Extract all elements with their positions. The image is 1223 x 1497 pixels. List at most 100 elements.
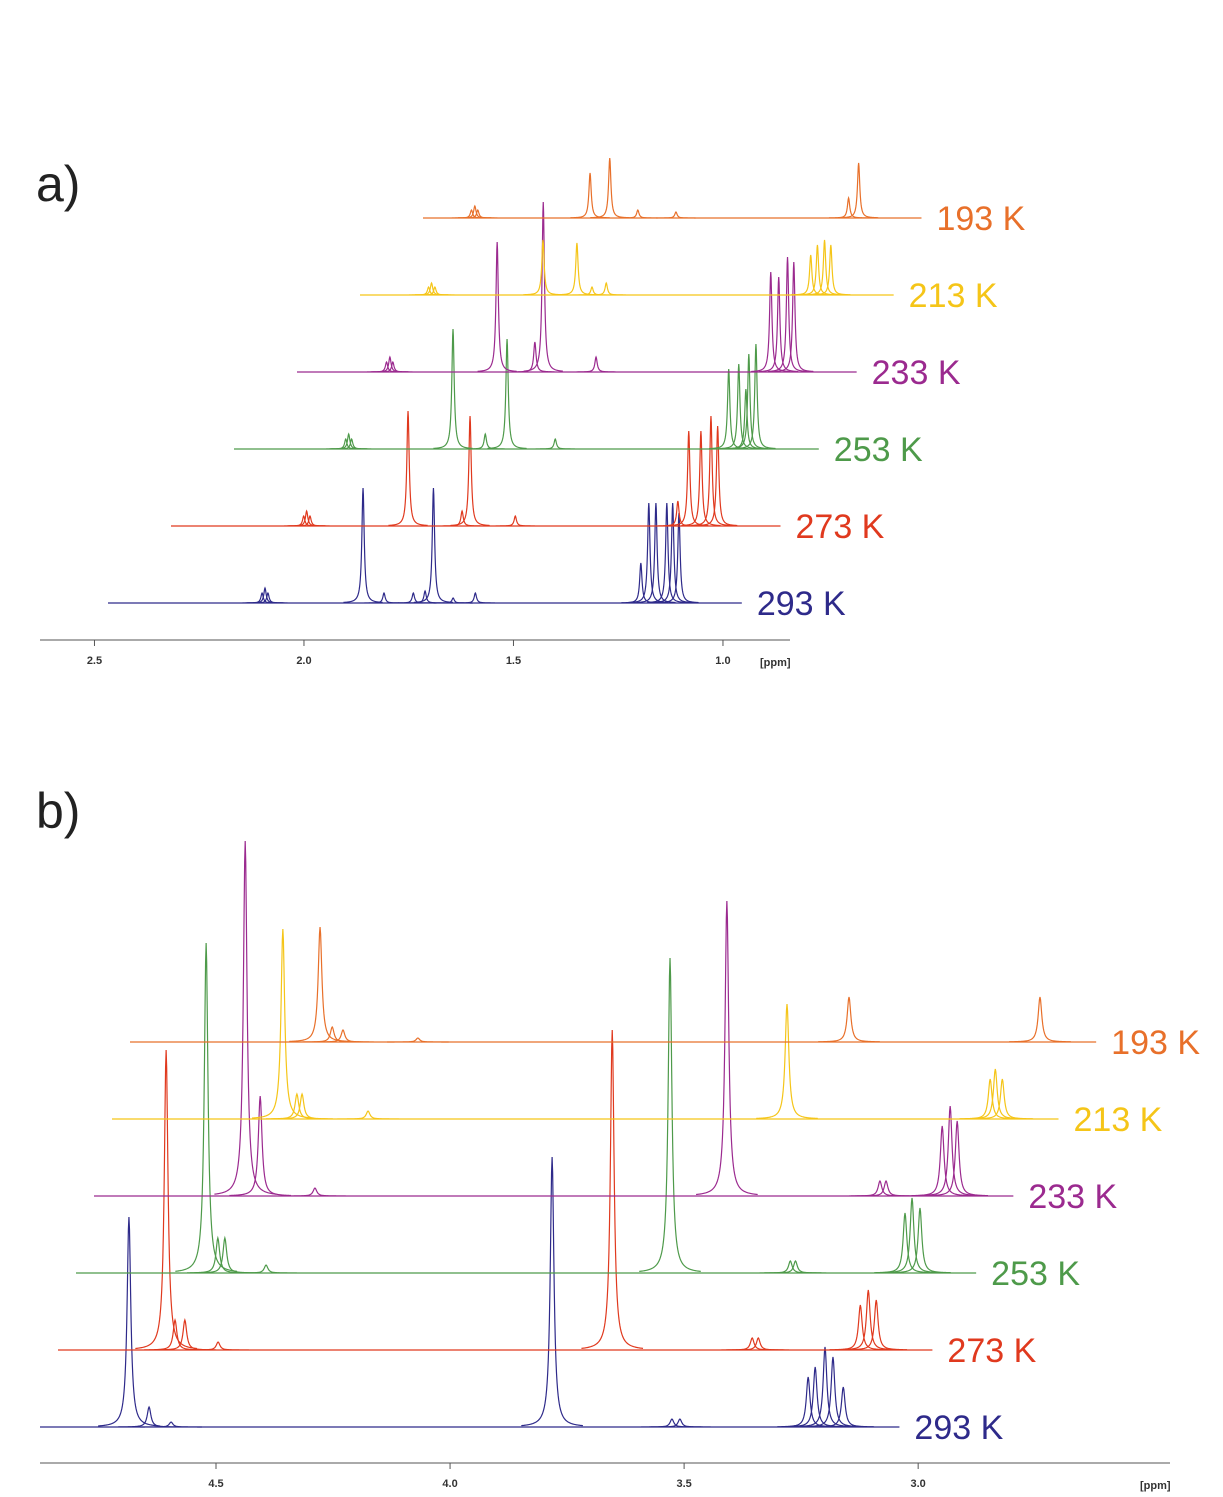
peak bbox=[535, 437, 575, 450]
series-label: 213 K bbox=[909, 277, 998, 315]
peak bbox=[874, 1212, 936, 1274]
peak bbox=[641, 1418, 703, 1428]
peak bbox=[698, 425, 738, 527]
peak bbox=[971, 1078, 1034, 1120]
peak bbox=[557, 242, 597, 296]
peak bbox=[465, 432, 505, 450]
x-axis-label: [ppm] bbox=[760, 657, 791, 669]
peak bbox=[393, 591, 433, 604]
peak bbox=[811, 244, 851, 296]
series-label: 233 K bbox=[872, 354, 961, 392]
peak bbox=[144, 1317, 206, 1351]
peak bbox=[408, 285, 449, 296]
peak bbox=[911, 1125, 974, 1197]
peak bbox=[727, 1337, 790, 1351]
peak bbox=[855, 1179, 917, 1197]
peak bbox=[649, 1418, 711, 1428]
peak bbox=[373, 360, 413, 373]
peak bbox=[881, 1197, 943, 1274]
panel-label: a) bbox=[36, 156, 80, 212]
x-tick-label: 3.5 bbox=[676, 1478, 691, 1490]
peak bbox=[845, 1299, 908, 1351]
peak bbox=[926, 1120, 988, 1197]
peak bbox=[656, 211, 696, 219]
peak bbox=[774, 261, 814, 373]
x-tick-label: 2.5 bbox=[87, 655, 102, 667]
peak bbox=[828, 195, 869, 219]
peak bbox=[639, 957, 701, 1272]
peak bbox=[818, 996, 880, 1043]
peak bbox=[784, 1366, 847, 1428]
peak bbox=[337, 1110, 399, 1120]
peak bbox=[284, 1187, 346, 1197]
peak bbox=[812, 1386, 875, 1428]
series-label: 213 K bbox=[1074, 1101, 1163, 1139]
peak bbox=[98, 1216, 160, 1427]
x-tick-label: 1.5 bbox=[506, 655, 521, 667]
peak bbox=[837, 1289, 900, 1351]
peak bbox=[618, 208, 658, 219]
peak bbox=[450, 415, 490, 527]
peak bbox=[415, 285, 455, 296]
peak bbox=[767, 256, 808, 373]
peak bbox=[312, 1029, 374, 1043]
series-label: 273 K bbox=[796, 508, 885, 546]
series-label: 293 K bbox=[757, 585, 846, 623]
peak bbox=[1009, 996, 1071, 1043]
peak bbox=[413, 487, 454, 604]
peak bbox=[681, 430, 721, 527]
peak bbox=[387, 1037, 449, 1043]
peak bbox=[301, 1025, 364, 1043]
peak bbox=[696, 900, 758, 1196]
x-tick-label: 2.0 bbox=[296, 655, 311, 667]
series-label: 233 K bbox=[1028, 1178, 1117, 1216]
peak bbox=[572, 285, 612, 296]
peak bbox=[515, 341, 555, 373]
peak bbox=[570, 172, 610, 219]
peak bbox=[433, 328, 473, 449]
peak bbox=[736, 343, 776, 450]
peak bbox=[214, 840, 277, 1195]
series-label: 253 K bbox=[834, 431, 923, 469]
peak bbox=[756, 1003, 818, 1120]
peak bbox=[523, 201, 563, 372]
x-tick-label: 3.0 bbox=[911, 1478, 926, 1490]
peak bbox=[289, 926, 351, 1043]
x-tick-label: 1.0 bbox=[715, 655, 730, 667]
series-label: 193 K bbox=[936, 200, 1025, 238]
peak bbox=[495, 514, 535, 527]
peak bbox=[332, 437, 372, 450]
panel-label: b) bbox=[36, 783, 80, 839]
peak bbox=[751, 271, 791, 373]
peak bbox=[235, 1264, 297, 1274]
peak bbox=[175, 942, 237, 1272]
peak bbox=[629, 502, 669, 604]
peak bbox=[802, 1356, 864, 1428]
peak bbox=[271, 1092, 333, 1120]
peak bbox=[477, 241, 517, 372]
peak bbox=[442, 509, 482, 527]
peak bbox=[590, 157, 630, 219]
peak bbox=[455, 591, 495, 604]
peak bbox=[691, 415, 731, 527]
peak bbox=[521, 1156, 583, 1427]
peak bbox=[248, 591, 288, 604]
peak bbox=[759, 276, 799, 373]
peak bbox=[523, 239, 563, 296]
series-label: 293 K bbox=[914, 1409, 1003, 1447]
peak bbox=[284, 514, 324, 527]
peak bbox=[140, 1421, 202, 1428]
peak bbox=[458, 208, 498, 219]
peak bbox=[576, 355, 616, 373]
series-label: 273 K bbox=[947, 1332, 1036, 1370]
peak bbox=[135, 1049, 197, 1350]
peak bbox=[118, 1405, 180, 1428]
x-axis-label: [ppm] bbox=[1140, 1480, 1171, 1492]
x-tick-label: 4.5 bbox=[208, 1478, 223, 1490]
peak bbox=[326, 437, 366, 450]
peak bbox=[194, 1235, 256, 1274]
series-label: 253 K bbox=[991, 1255, 1080, 1293]
peak bbox=[653, 502, 693, 604]
x-tick-label: 4.0 bbox=[442, 1478, 457, 1490]
